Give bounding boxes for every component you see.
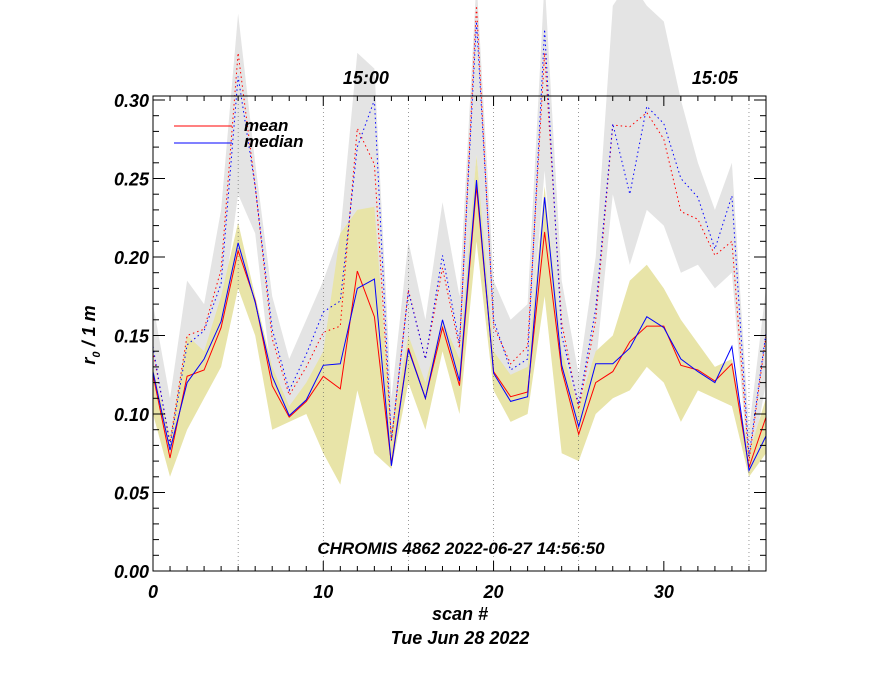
- y-tick-label: 0.00: [114, 562, 149, 582]
- x-axis-label: scan #: [432, 604, 488, 624]
- y-axis-label: r0 / 1 m: [79, 305, 103, 364]
- top-time-label-1505: 15:05: [692, 68, 739, 88]
- y-tick-label: 0.10: [114, 405, 149, 425]
- x-tick-label: 0: [148, 582, 158, 602]
- top-time-label-1500: 15:00: [343, 68, 389, 88]
- x-tick-label: 30: [654, 582, 674, 602]
- upper-spread-band: [153, 0, 766, 477]
- x-tick-label: 20: [483, 582, 504, 602]
- y-tick-label: 0.15: [114, 327, 150, 347]
- legend: mean median: [174, 116, 304, 151]
- y-tick-label: 0.25: [114, 170, 150, 190]
- median-line: [153, 180, 766, 473]
- date-label: Tue Jun 28 2022: [391, 628, 530, 648]
- legend-median-label: median: [244, 132, 304, 151]
- chart-title: CHROMIS 4862 2022-06-27 14:56:50: [317, 539, 605, 558]
- y-tick-label: 0.05: [114, 484, 150, 504]
- y-tick-label: 0.20: [114, 248, 149, 268]
- y-tick-label: 0.30: [114, 91, 149, 111]
- x-tick-label: 10: [313, 582, 333, 602]
- legend-mean-label: mean: [244, 116, 288, 135]
- lower-spread-band: [153, 154, 766, 485]
